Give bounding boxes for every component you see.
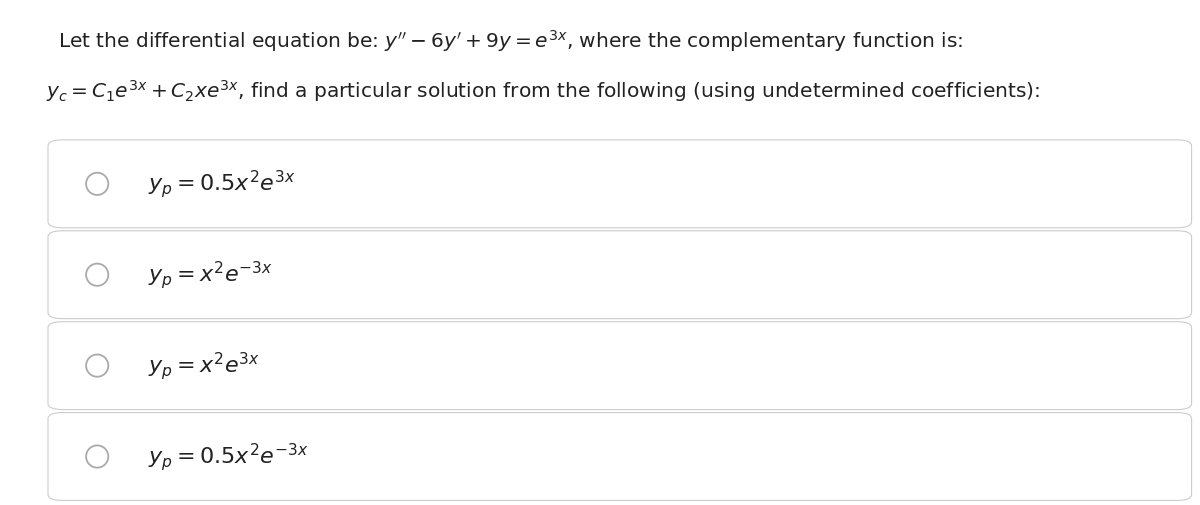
Ellipse shape bbox=[86, 264, 108, 286]
Ellipse shape bbox=[86, 445, 108, 468]
Text: $y_c = C_1e^{3x} + C_2xe^{3x}$, find a particular solution from the following (u: $y_c = C_1e^{3x} + C_2xe^{3x}$, find a p… bbox=[46, 78, 1040, 104]
Text: Let the differential equation be: $y'' - 6y' + 9y = e^{3x}$, where the complemen: Let the differential equation be: $y'' -… bbox=[58, 28, 962, 54]
FancyBboxPatch shape bbox=[48, 322, 1192, 410]
Ellipse shape bbox=[86, 355, 108, 377]
Text: $y_p = 0.5x^2 e^{-3x}$: $y_p = 0.5x^2 e^{-3x}$ bbox=[148, 440, 308, 473]
Text: $y_p = x^2 e^{3x}$: $y_p = x^2 e^{3x}$ bbox=[148, 349, 259, 382]
FancyBboxPatch shape bbox=[48, 231, 1192, 319]
Text: $y_p = x^2 e^{-3x}$: $y_p = x^2 e^{-3x}$ bbox=[148, 259, 272, 291]
FancyBboxPatch shape bbox=[48, 140, 1192, 228]
Ellipse shape bbox=[86, 173, 108, 195]
FancyBboxPatch shape bbox=[48, 413, 1192, 500]
Text: $y_p = 0.5x^2 e^{3x}$: $y_p = 0.5x^2 e^{3x}$ bbox=[148, 168, 295, 200]
